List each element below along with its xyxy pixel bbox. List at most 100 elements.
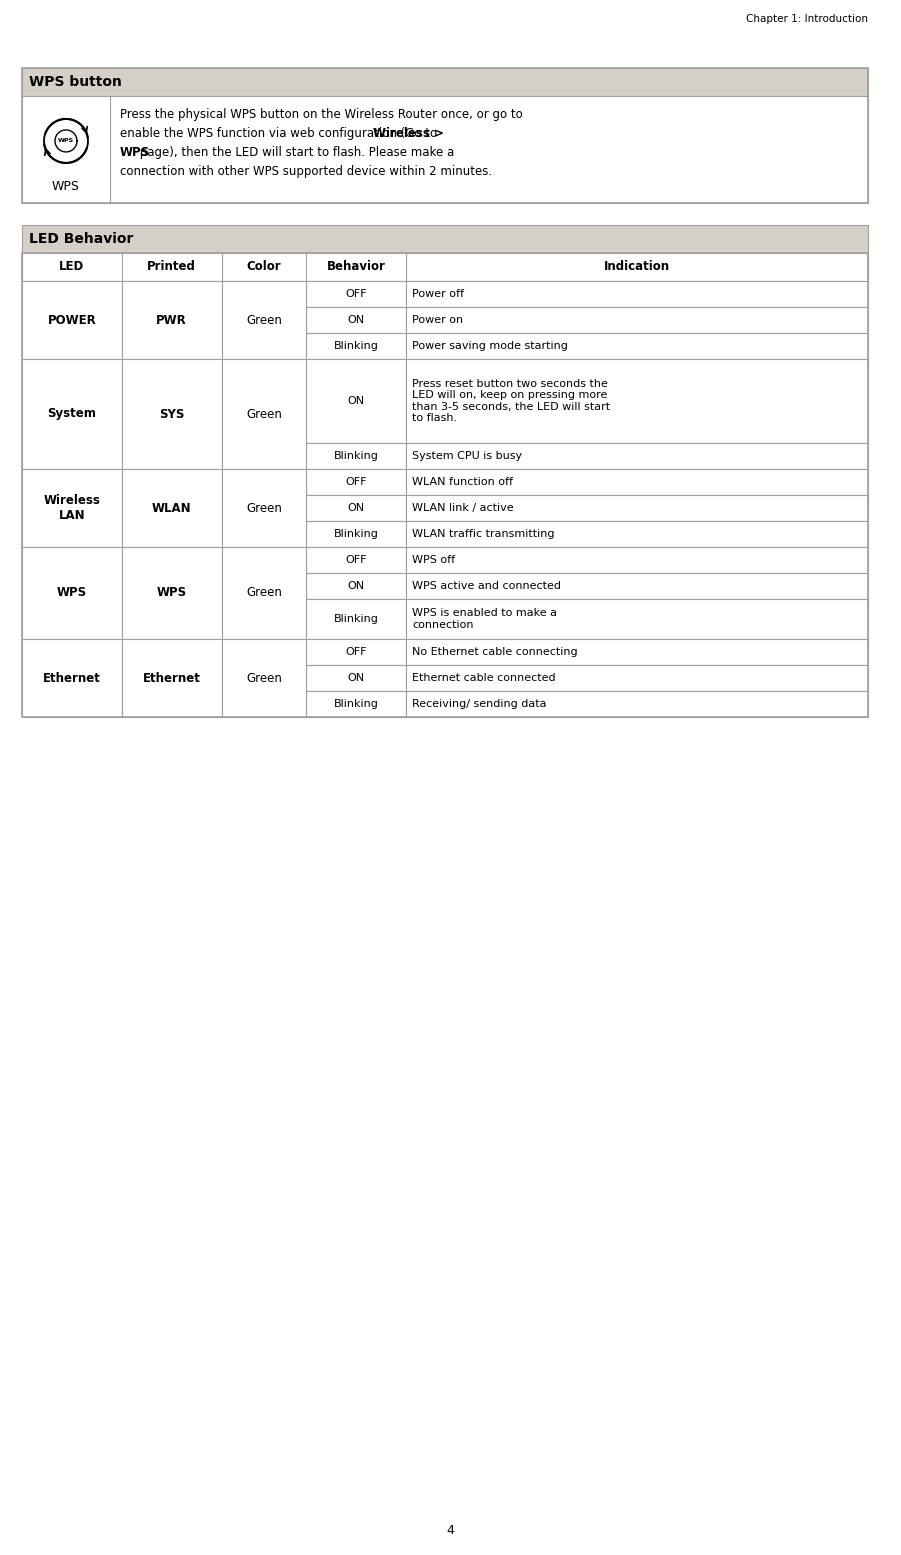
Bar xyxy=(306,572,406,599)
Text: connection with other WPS supported device within 2 minutes.: connection with other WPS supported devi… xyxy=(120,165,492,177)
Bar xyxy=(306,443,406,470)
Text: OFF: OFF xyxy=(345,477,367,487)
Bar xyxy=(306,359,406,443)
Text: Green: Green xyxy=(246,314,282,327)
Text: OFF: OFF xyxy=(345,555,367,564)
Text: ON: ON xyxy=(348,397,365,406)
Bar xyxy=(22,68,868,204)
Text: WPS: WPS xyxy=(58,138,74,143)
Bar xyxy=(122,359,222,470)
Text: Wireless
LAN: Wireless LAN xyxy=(43,494,100,522)
Text: Blinking: Blinking xyxy=(333,529,378,540)
Text: WPS button: WPS button xyxy=(29,75,122,89)
Text: Power off: Power off xyxy=(412,289,464,299)
Text: Receiving/ sending data: Receiving/ sending data xyxy=(412,700,547,709)
Bar xyxy=(306,306,406,333)
Bar xyxy=(406,639,868,666)
Bar xyxy=(406,690,868,717)
Bar xyxy=(306,470,406,494)
Bar xyxy=(406,470,868,494)
Bar xyxy=(222,281,306,359)
Text: Ethernet: Ethernet xyxy=(142,672,201,684)
Text: System: System xyxy=(48,407,96,420)
Bar xyxy=(306,494,406,521)
Bar xyxy=(306,666,406,690)
Bar xyxy=(222,547,306,639)
Bar xyxy=(22,96,868,204)
Bar xyxy=(406,547,868,572)
Text: SYS: SYS xyxy=(159,407,185,420)
Bar xyxy=(22,68,868,96)
Text: Printed: Printed xyxy=(147,261,196,274)
Text: Green: Green xyxy=(246,672,282,684)
Text: Blinking: Blinking xyxy=(333,341,378,351)
Bar xyxy=(122,547,222,639)
Text: Blinking: Blinking xyxy=(333,451,378,460)
Bar xyxy=(406,333,868,359)
Text: POWER: POWER xyxy=(48,314,96,327)
Text: WLAN traffic transmitting: WLAN traffic transmitting xyxy=(412,529,555,540)
Text: ON: ON xyxy=(348,582,365,591)
Text: WPS is enabled to make a
connection: WPS is enabled to make a connection xyxy=(412,608,557,630)
Text: WPS off: WPS off xyxy=(412,555,455,564)
Text: ON: ON xyxy=(348,673,365,683)
Bar xyxy=(222,359,306,470)
Bar xyxy=(306,690,406,717)
Text: ON: ON xyxy=(348,502,365,513)
Text: Wireless >: Wireless > xyxy=(373,128,444,140)
Text: Ethernet: Ethernet xyxy=(43,672,101,684)
Text: WPS: WPS xyxy=(57,586,87,600)
Text: No Ethernet cable connecting: No Ethernet cable connecting xyxy=(412,647,578,658)
Text: WLAN function off: WLAN function off xyxy=(412,477,513,487)
Bar xyxy=(22,470,122,547)
Bar xyxy=(406,443,868,470)
Bar xyxy=(122,281,222,359)
Text: ON: ON xyxy=(348,316,365,325)
Text: WLAN: WLAN xyxy=(152,502,192,515)
Bar xyxy=(22,281,122,359)
Text: Press reset button two seconds the
LED will on, keep on pressing more
than 3-5 s: Press reset button two seconds the LED w… xyxy=(412,378,610,423)
Bar xyxy=(222,470,306,547)
Bar xyxy=(122,639,222,717)
Bar xyxy=(306,521,406,547)
Text: WPS: WPS xyxy=(120,146,150,159)
Text: Blinking: Blinking xyxy=(333,614,378,624)
Bar xyxy=(306,599,406,639)
Text: LED: LED xyxy=(59,261,85,274)
Bar xyxy=(406,359,868,443)
Text: WLAN link / active: WLAN link / active xyxy=(412,502,514,513)
Text: page), then the LED will start to flash. Please make a: page), then the LED will start to flash.… xyxy=(136,146,454,159)
Text: WPS active and connected: WPS active and connected xyxy=(412,582,561,591)
Bar xyxy=(406,572,868,599)
Bar xyxy=(406,306,868,333)
Bar xyxy=(406,281,868,306)
Bar xyxy=(306,547,406,572)
Text: OFF: OFF xyxy=(345,289,367,299)
Bar xyxy=(306,639,406,666)
Text: LED Behavior: LED Behavior xyxy=(29,232,133,246)
Text: Behavior: Behavior xyxy=(327,261,386,274)
Text: enable the WPS function via web configuration (Go to: enable the WPS function via web configur… xyxy=(120,128,441,140)
Text: WPS: WPS xyxy=(157,586,187,600)
Text: Green: Green xyxy=(246,502,282,515)
Text: System CPU is busy: System CPU is busy xyxy=(412,451,523,460)
Text: Chapter 1: Introduction: Chapter 1: Introduction xyxy=(746,14,868,23)
Bar xyxy=(306,281,406,306)
Text: Power on: Power on xyxy=(412,316,463,325)
Bar xyxy=(406,666,868,690)
Text: OFF: OFF xyxy=(345,647,367,658)
Text: 4: 4 xyxy=(447,1524,454,1536)
Bar xyxy=(22,253,868,717)
Bar xyxy=(222,639,306,717)
Bar xyxy=(306,333,406,359)
Bar xyxy=(406,494,868,521)
Bar xyxy=(22,225,868,253)
Bar xyxy=(406,599,868,639)
Bar xyxy=(122,470,222,547)
Text: WPS: WPS xyxy=(52,180,80,193)
Text: Green: Green xyxy=(246,586,282,600)
Bar xyxy=(406,521,868,547)
Text: Green: Green xyxy=(246,407,282,420)
Text: Indication: Indication xyxy=(604,261,670,274)
Text: PWR: PWR xyxy=(157,314,187,327)
